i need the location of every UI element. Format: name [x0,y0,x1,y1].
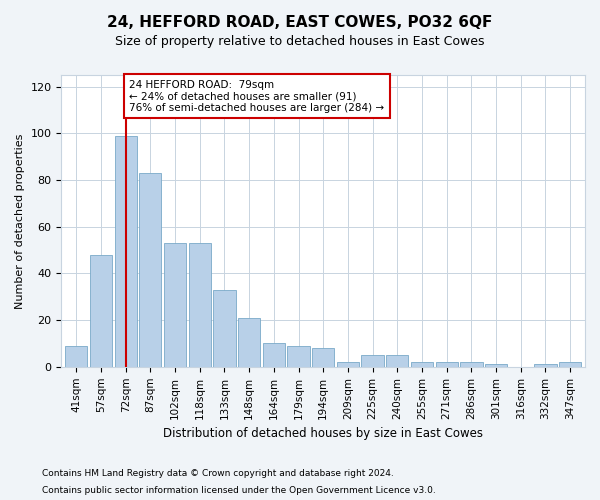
Bar [411,362,433,367]
Text: Contains HM Land Registry data © Crown copyright and database right 2024.: Contains HM Land Registry data © Crown c… [42,468,394,477]
Bar [361,355,384,367]
Text: 24 HEFFORD ROAD:  79sqm
← 24% of detached houses are smaller (91)
76% of semi-de: 24 HEFFORD ROAD: 79sqm ← 24% of detached… [130,80,385,113]
Bar [337,362,359,367]
X-axis label: Distribution of detached houses by size in East Cowes: Distribution of detached houses by size … [163,427,483,440]
Bar [115,136,137,367]
Bar [386,355,409,367]
Bar [436,362,458,367]
Bar [65,346,88,367]
Bar [263,344,285,367]
Bar [213,290,236,367]
Bar [287,346,310,367]
Bar [312,348,334,367]
Bar [238,318,260,367]
Bar [559,362,581,367]
Y-axis label: Number of detached properties: Number of detached properties [15,133,25,308]
Bar [485,364,507,367]
Text: Size of property relative to detached houses in East Cowes: Size of property relative to detached ho… [115,35,485,48]
Text: 24, HEFFORD ROAD, EAST COWES, PO32 6QF: 24, HEFFORD ROAD, EAST COWES, PO32 6QF [107,15,493,30]
Bar [460,362,482,367]
Bar [188,243,211,367]
Bar [535,364,557,367]
Bar [139,173,161,367]
Bar [164,243,186,367]
Bar [90,255,112,367]
Text: Contains public sector information licensed under the Open Government Licence v3: Contains public sector information licen… [42,486,436,495]
